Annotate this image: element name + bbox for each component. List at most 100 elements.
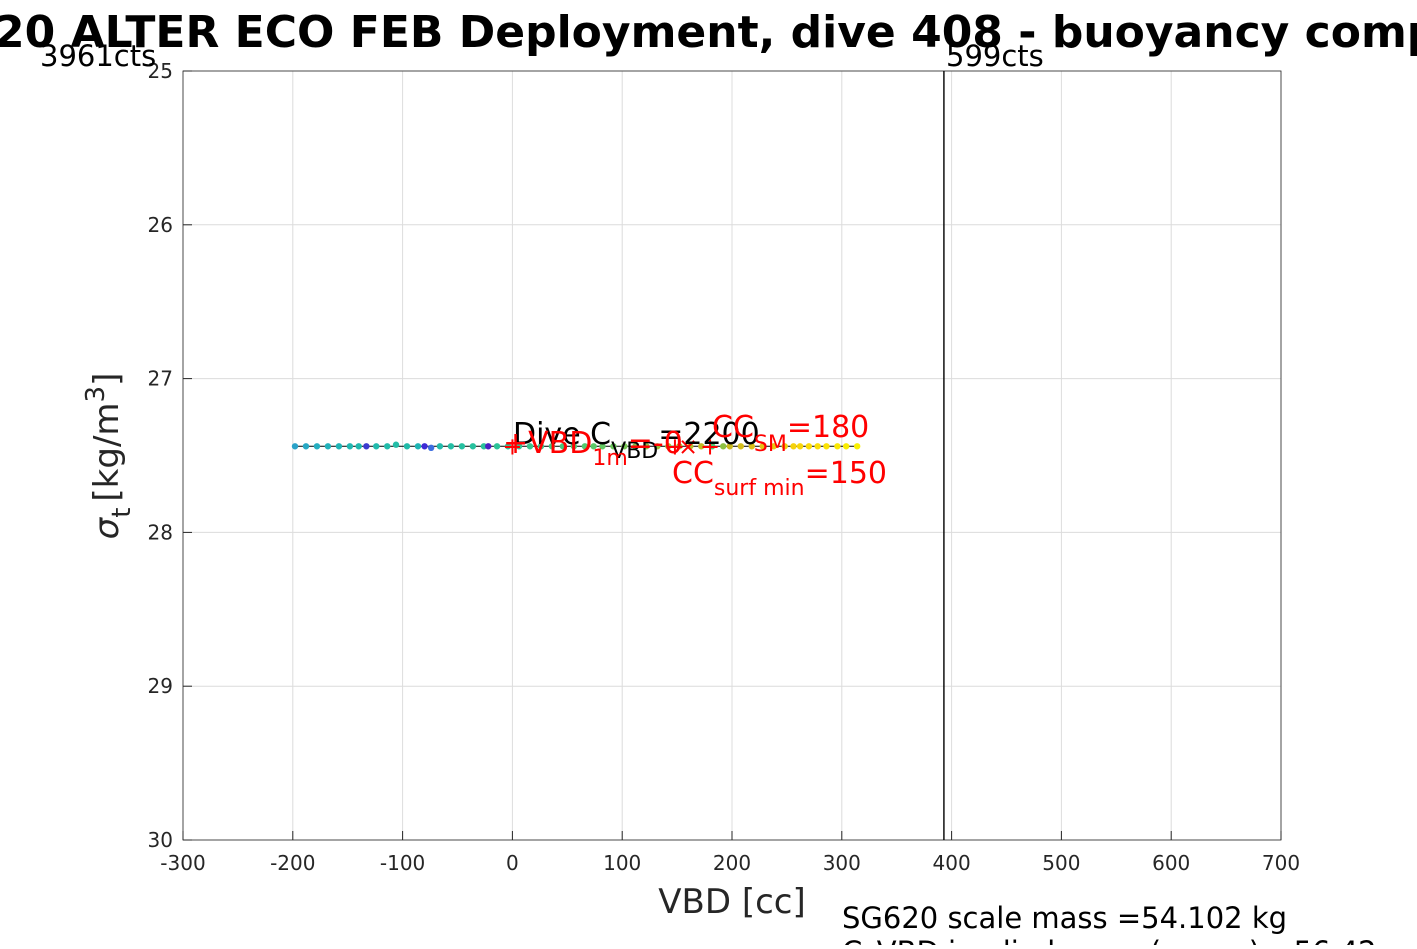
data-point <box>447 443 455 450</box>
data-point <box>504 443 512 450</box>
annotation-cc-sm: CCSM=180 <box>712 410 869 457</box>
data-point <box>526 443 534 450</box>
data-point <box>302 443 310 450</box>
data-point <box>737 443 744 450</box>
data-point <box>720 443 727 450</box>
data-point <box>427 444 435 452</box>
data-point <box>853 443 861 450</box>
annotation-vbd-main: +VBD <box>503 426 592 461</box>
y-axis-label-unit: [kg/m <box>87 402 127 501</box>
data-point <box>346 443 354 450</box>
data-point <box>537 443 545 450</box>
data-points <box>291 441 861 452</box>
x-tick-label: -100 <box>380 851 425 875</box>
data-point <box>726 443 734 450</box>
annotation-cc-surf-min: CCsurf min=150 <box>672 456 887 501</box>
y-axis-label-sigma: σ <box>87 516 127 539</box>
x-tick-label: 0 <box>506 851 519 875</box>
x-tick-label: 400 <box>933 851 971 875</box>
data-point <box>823 443 830 450</box>
data-point <box>421 443 428 450</box>
data-point <box>770 443 777 450</box>
data-point <box>842 443 850 450</box>
data-point <box>643 443 650 450</box>
red-marker: × <box>678 432 698 460</box>
y-axis-label-sup: 3 <box>81 386 111 403</box>
y-axis-label: σt [kg/m3] <box>81 373 137 540</box>
annotation-dive-c-vbd: Dive CVBD=2200 <box>513 417 760 464</box>
red-markers: + +× + <box>502 432 720 460</box>
data-point <box>654 443 661 450</box>
annotation-vbd-value: =-0 <box>628 426 683 461</box>
data-point <box>313 443 321 450</box>
data-point <box>480 443 488 450</box>
data-point <box>515 443 523 450</box>
data-point <box>335 443 343 450</box>
annotation-dive-c-sub: VBD <box>611 439 658 464</box>
data-point <box>291 443 299 450</box>
footer-implied-mass: C_VBD implied mass (ocean) =56.42 <box>842 935 1377 945</box>
data-point <box>363 443 370 450</box>
data-point <box>796 443 804 450</box>
data-point <box>384 443 391 450</box>
data-point <box>590 443 597 450</box>
chart-title: SG620 ALTER ECO FEB Deployment, dive 408… <box>0 7 1417 58</box>
data-point <box>581 443 589 450</box>
y-tick-label: 26 <box>148 213 173 237</box>
grid-lines <box>182 70 1282 841</box>
data-point <box>392 441 400 448</box>
x-tick-label: -300 <box>160 851 205 875</box>
data-point <box>676 443 683 450</box>
annotation-cc-sm-main: CC <box>712 410 754 445</box>
x-tick-label: 600 <box>1152 851 1190 875</box>
annotation-cc-surf-value: =150 <box>805 456 887 491</box>
annotation-cc-sm-value: =180 <box>787 410 869 445</box>
y-tick-label: 30 <box>148 828 173 852</box>
data-point <box>469 443 477 450</box>
x-tick-label: 700 <box>1262 851 1300 875</box>
annotation-cc-surf-sub: surf min <box>714 476 805 501</box>
data-point <box>759 443 766 450</box>
x-axis-label: VBD [cc] <box>658 882 806 922</box>
data-point <box>709 443 716 450</box>
data-point <box>790 443 797 450</box>
data-point <box>414 443 422 450</box>
data-point <box>324 443 332 450</box>
data-point <box>698 443 705 450</box>
annotation-cc-sm-sub: SM <box>754 432 787 457</box>
x-tick-label: -200 <box>270 851 315 875</box>
data-point <box>373 443 380 450</box>
data-point <box>559 443 567 450</box>
data-point <box>632 443 639 450</box>
red-marker: + <box>700 432 720 460</box>
vbd-min-counts-label: 3961cts <box>40 39 156 73</box>
red-marker: + <box>665 432 685 460</box>
x-axis-ticks: -300 -200 -100 0 100 200 300 400 500 600 700 <box>160 831 1300 875</box>
data-point <box>355 443 362 450</box>
data-point <box>436 443 444 450</box>
y-axis-label-close: ] <box>87 373 127 386</box>
x-tick-label: 200 <box>713 851 751 875</box>
x-tick-label: 500 <box>1042 851 1080 875</box>
annotation-cc-surf-main: CC <box>672 456 714 491</box>
x-tick-label: 300 <box>823 851 861 875</box>
x-tick-label: 100 <box>603 851 641 875</box>
red-marker: + <box>502 432 522 460</box>
data-point <box>599 443 606 450</box>
y-axis-label-sub: t <box>107 508 137 518</box>
data-point <box>610 443 617 450</box>
data-point <box>687 443 694 450</box>
data-point <box>814 443 821 450</box>
annotation-vbd-sub: 1m <box>592 446 627 471</box>
annotation-vbd-1m: +VBD1m=-0 <box>503 426 683 471</box>
y-tick-label: 27 <box>148 367 173 391</box>
data-point <box>621 443 628 450</box>
data-point <box>458 443 466 450</box>
y-tick-label: 28 <box>148 520 173 544</box>
data-point <box>570 443 578 450</box>
annotation-dive-c-value: =2200 <box>658 417 759 452</box>
data-point <box>781 443 788 450</box>
data-point <box>493 443 501 450</box>
data-point <box>485 443 492 450</box>
